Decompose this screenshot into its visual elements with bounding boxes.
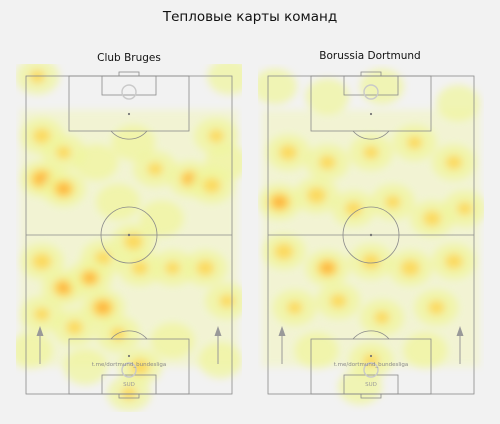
hotspot-mid bbox=[34, 307, 50, 321]
hotspot-mid bbox=[361, 253, 381, 270]
penalty-spot-top bbox=[369, 112, 373, 116]
hotspot-outer bbox=[207, 64, 242, 95]
direction-arrow-icon bbox=[36, 326, 44, 336]
hotspot-outer bbox=[258, 68, 298, 105]
hotspot-mid bbox=[306, 187, 327, 204]
hotspot-mid bbox=[363, 145, 379, 160]
penalty-arc-bottom bbox=[110, 330, 148, 340]
hotspot-mid bbox=[29, 70, 46, 84]
hotspot-mid bbox=[406, 136, 423, 150]
crest-top-icon bbox=[363, 84, 379, 100]
hotspot-core bbox=[57, 282, 70, 293]
pitch-title-left: Club Bruges bbox=[97, 52, 161, 64]
hotspot-mid bbox=[444, 253, 463, 270]
hotspot-outer bbox=[139, 200, 184, 237]
hotspot-core bbox=[321, 262, 334, 274]
hotspot-mid bbox=[123, 233, 144, 250]
hotspot-mid bbox=[279, 144, 298, 161]
hotspot-outer bbox=[436, 85, 481, 121]
hotspot-core bbox=[96, 302, 110, 313]
hotspot-core bbox=[84, 273, 96, 283]
hotspot-mid bbox=[66, 320, 83, 335]
hotspot-core bbox=[273, 196, 286, 208]
hotspot-mid bbox=[445, 155, 463, 170]
direction-arrow-icon bbox=[214, 326, 222, 336]
heatmap-right bbox=[258, 68, 484, 405]
direction-arrow-icon bbox=[456, 326, 464, 336]
hotspot-outer bbox=[198, 342, 242, 379]
penalty-spot-bottom bbox=[127, 354, 131, 358]
hotspot-mid bbox=[32, 253, 52, 270]
hotspot-mid bbox=[110, 327, 126, 341]
center-circle bbox=[100, 206, 158, 264]
hotspot-mid bbox=[147, 162, 163, 176]
penalty-arc-top bbox=[110, 130, 148, 140]
hotspot-mid bbox=[345, 201, 363, 216]
hotspot-outer bbox=[74, 144, 119, 181]
hotspot-mid bbox=[32, 128, 51, 144]
hotspot-outer bbox=[63, 349, 108, 385]
hotspot-mid bbox=[329, 293, 347, 309]
hotspot-outer bbox=[403, 332, 448, 369]
hotspot-mid bbox=[121, 386, 137, 400]
heatmap-left bbox=[16, 64, 242, 412]
pitch-title-right: Borussia Dortmund bbox=[319, 50, 421, 62]
crest-bottom-icon bbox=[363, 362, 379, 378]
center-circle bbox=[342, 206, 400, 264]
hotspot-mid bbox=[208, 129, 224, 143]
hotspot-outer bbox=[294, 332, 339, 369]
hotspot-mid bbox=[286, 301, 303, 315]
hotspot-mid bbox=[196, 260, 215, 276]
hotspot-mid bbox=[422, 210, 442, 227]
watermark-text: t.me/dortmund_bundesliga bbox=[334, 362, 408, 368]
corner-label: SUD bbox=[365, 382, 377, 388]
penalty-arc-bottom bbox=[352, 330, 390, 340]
hotspot-mid bbox=[400, 259, 420, 277]
hotspot-mid bbox=[318, 155, 336, 170]
hotspot-outer bbox=[96, 184, 141, 220]
hotspot-mid bbox=[130, 358, 150, 376]
hotspot-mid bbox=[274, 243, 294, 260]
penalty-spot-bottom bbox=[369, 354, 373, 358]
crest-top-icon bbox=[121, 84, 137, 100]
watermark-text: t.me/dortmund_bundesliga bbox=[92, 362, 166, 368]
center-spot bbox=[369, 233, 373, 237]
goal-bottom bbox=[360, 393, 382, 399]
hotspot-mid bbox=[385, 195, 401, 209]
direction-arrow-icon bbox=[278, 326, 286, 336]
hotspot-mid bbox=[427, 300, 445, 315]
hotspot-mid bbox=[202, 177, 221, 194]
pitch-right: t.me/dortmund_bundesliga SUD bbox=[267, 71, 475, 399]
hotspot-mid bbox=[374, 310, 390, 325]
hotspot-outer bbox=[150, 322, 195, 359]
penalty-spot-top bbox=[127, 112, 131, 116]
hotspot-mid bbox=[55, 145, 72, 160]
hotspot-outer bbox=[338, 368, 383, 405]
hotspot-core bbox=[57, 183, 70, 194]
corner-label: SUD bbox=[123, 382, 135, 388]
goal-bottom bbox=[118, 393, 140, 399]
figure-title: Тепловые карты команд bbox=[162, 9, 338, 25]
center-spot bbox=[127, 233, 131, 237]
hotspot-outer bbox=[359, 68, 404, 105]
goal-top bbox=[118, 71, 140, 77]
goal-top bbox=[360, 71, 382, 77]
hotspot-mid bbox=[456, 202, 473, 216]
hotspot-mid bbox=[219, 294, 235, 308]
crest-bottom-icon bbox=[121, 362, 137, 378]
penalty-arc-top bbox=[352, 130, 390, 140]
hotspot-mid bbox=[164, 261, 181, 275]
pitch-left: t.me/dortmund_bundesliga SUD bbox=[25, 71, 233, 399]
hotspot-mid bbox=[131, 260, 149, 276]
hotspot-outer bbox=[16, 332, 53, 369]
hotspot-outer bbox=[305, 78, 350, 115]
